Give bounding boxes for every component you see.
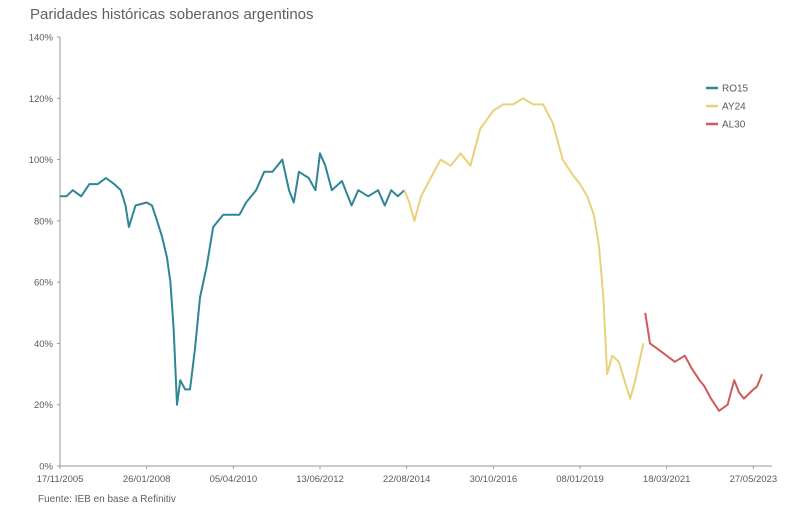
x-tick-label: 08/01/2019 (556, 474, 604, 485)
series-line-al30 (644, 312, 763, 412)
chart-series-lines (60, 97, 763, 412)
y-tick-label: 140% (29, 33, 54, 44)
legend-label-al30: AL30 (722, 120, 746, 131)
x-tick-label: 05/04/2010 (210, 474, 258, 485)
chart-axes (57, 36, 772, 469)
x-tick-label: 26/01/2008 (123, 474, 171, 485)
y-tick-label: 40% (34, 339, 54, 350)
series-line-ro15 (60, 152, 406, 406)
x-tick-label: 17/11/2005 (37, 474, 84, 485)
chart-legend: RO15 AY24 AL30 (706, 84, 749, 131)
legend-label-ro15: RO15 (722, 84, 749, 95)
y-tick-label: 100% (29, 155, 54, 166)
x-tick-label: 30/10/2016 (470, 474, 518, 485)
y-axis-tick-labels: 0% 20% 40% 60% 80% 100% 120% 140% (29, 33, 54, 473)
y-tick-label: 60% (34, 278, 54, 289)
y-tick-label: 80% (34, 216, 54, 227)
legend-label-ay24: AY24 (722, 102, 746, 113)
chart-source-note: Fuente: IEB en base a Refinitiv (38, 494, 176, 505)
chart-title: Paridades históricas soberanos argentino… (30, 6, 314, 23)
y-tick-label: 20% (34, 400, 54, 411)
x-axis-tick-labels: 17/11/2005 26/01/2008 05/04/2010 13/06/2012… (37, 474, 778, 485)
x-tick-label: 18/03/2021 (643, 474, 691, 485)
series-line-ay24 (403, 97, 645, 400)
x-tick-label: 27/05/2023 (730, 474, 778, 485)
y-tick-label: 0% (39, 462, 53, 473)
y-tick-label: 120% (29, 94, 54, 105)
x-tick-label: 22/08/2014 (383, 474, 431, 485)
x-tick-label: 13/06/2012 (296, 474, 344, 485)
